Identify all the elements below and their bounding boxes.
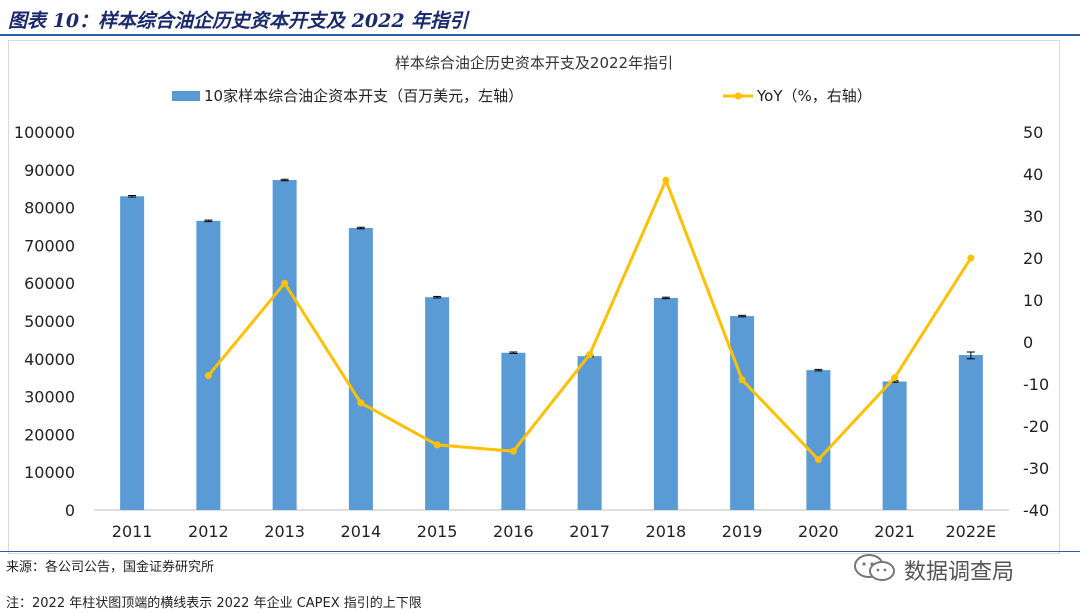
x-tick-label: 2013	[264, 522, 305, 541]
line-series	[204, 176, 975, 464]
x-tick-label: 2016	[493, 522, 534, 541]
y-left-tick-labels: 0 10000 20000 30000 40000 50000 60000 70000 8000…	[14, 123, 75, 520]
yoy-point	[891, 374, 899, 382]
yoy-point	[357, 399, 365, 407]
y-left-tick-label: 90000	[24, 161, 75, 180]
y-right-tick-label: -10	[1023, 375, 1049, 394]
bar-2016	[501, 352, 526, 510]
bar-2013	[272, 180, 297, 511]
yoy-point	[433, 441, 441, 449]
yoy-point	[662, 176, 670, 184]
legend-swatch-marker	[734, 92, 742, 100]
x-tick-label: 2020	[798, 522, 839, 541]
bar-2015	[425, 297, 450, 510]
yoy-point	[509, 447, 517, 455]
x-tick-label: 2017	[569, 522, 610, 541]
y-left-tick-label: 70000	[24, 236, 75, 255]
yoy-point	[967, 254, 975, 262]
chart-container: 样本综合油企历史资本开支及2022年指引 10家样本综合油企资本开支（百万美元，…	[8, 40, 1060, 554]
y-right-tick-label: -40	[1023, 501, 1049, 520]
header-rule	[0, 34, 1080, 36]
y-right-tick-label: 20	[1023, 249, 1043, 268]
bar-2017	[577, 356, 602, 510]
y-right-tick-label: 30	[1023, 207, 1043, 226]
bar-series	[120, 180, 983, 511]
x-tick-label: 2015	[417, 522, 458, 541]
y-right-tick-label: -20	[1023, 417, 1049, 436]
bar-2014	[348, 228, 373, 510]
x-tick-label: 2018	[646, 522, 687, 541]
y-left-tick-label: 40000	[24, 350, 75, 369]
legend-label-line: YoY（%，右轴）	[756, 87, 872, 105]
bar-2021	[882, 381, 907, 510]
footer-rule	[0, 551, 1080, 552]
x-tick-label: 2012	[188, 522, 229, 541]
y-left-tick-label: 30000	[24, 388, 75, 407]
y-left-tick-label: 80000	[24, 199, 75, 218]
y-left-tick-label: 20000	[24, 425, 75, 444]
x-tick-label: 2011	[112, 522, 153, 541]
x-tick-label: 2019	[722, 522, 763, 541]
x-tick-label: 2014	[341, 522, 382, 541]
error-bars	[128, 178, 975, 383]
bar-2020	[806, 370, 831, 510]
yoy-point	[738, 376, 746, 384]
yoy-point	[204, 372, 212, 380]
bar-2022E	[958, 355, 983, 510]
y-left-tick-label: 10000	[24, 463, 75, 482]
x-tick-label: 2021	[874, 522, 915, 541]
y-left-tick-label: 100000	[14, 123, 75, 142]
y-right-tick-labels: -40 -30 -20 -10 0 10 20 30 40 50	[1023, 123, 1049, 520]
chart-title: 样本综合油企历史资本开支及2022年指引	[395, 54, 673, 72]
footnote: 注：2022 年柱状图顶端的横线表示 2022 年企业 CAPEX 指引的上下限	[6, 596, 422, 611]
bar-2018	[653, 297, 678, 510]
y-right-tick-label: -30	[1023, 459, 1049, 478]
y-right-tick-label: 0	[1023, 333, 1033, 352]
chart-svg: 样本综合油企历史资本开支及2022年指引 10家样本综合油企资本开支（百万美元，…	[14, 54, 1049, 541]
x-tick-labels: 2011 2012 2013 2014 2015 2016 2017 2018 2019 2020…	[112, 522, 997, 541]
y-left-tick-label: 50000	[24, 312, 75, 331]
yoy-point	[814, 456, 822, 464]
y-left-tick-label: 0	[65, 501, 75, 520]
wechat-icon	[852, 552, 898, 588]
bar-2011	[120, 196, 145, 510]
figure-title: 图表 10：样本综合油企历史资本开支及 2022 年指引	[8, 10, 469, 32]
yoy-point	[281, 279, 289, 287]
chart-legend: 10家样本综合油企资本开支（百万美元，左轴） YoY（%，右轴）	[172, 87, 872, 105]
y-right-tick-label: 50	[1023, 123, 1043, 142]
bar-2019	[730, 316, 755, 510]
y-right-tick-label: 40	[1023, 165, 1043, 184]
watermark-text: 数据调查局	[904, 560, 1015, 585]
y-left-tick-label: 60000	[24, 274, 75, 293]
legend-swatch-bar	[172, 91, 200, 101]
y-right-tick-label: 10	[1023, 291, 1043, 310]
yoy-point	[586, 351, 594, 359]
x-tick-label: 2022E	[945, 522, 996, 541]
source-note: 来源：各公司公告，国金证券研究所	[6, 560, 215, 575]
figure-header: 图表 10：样本综合油企历史资本开支及 2022 年指引	[0, 0, 1080, 38]
watermark: 数据调查局	[852, 552, 1014, 588]
legend-label-bar: 10家样本综合油企资本开支（百万美元，左轴）	[204, 87, 523, 105]
